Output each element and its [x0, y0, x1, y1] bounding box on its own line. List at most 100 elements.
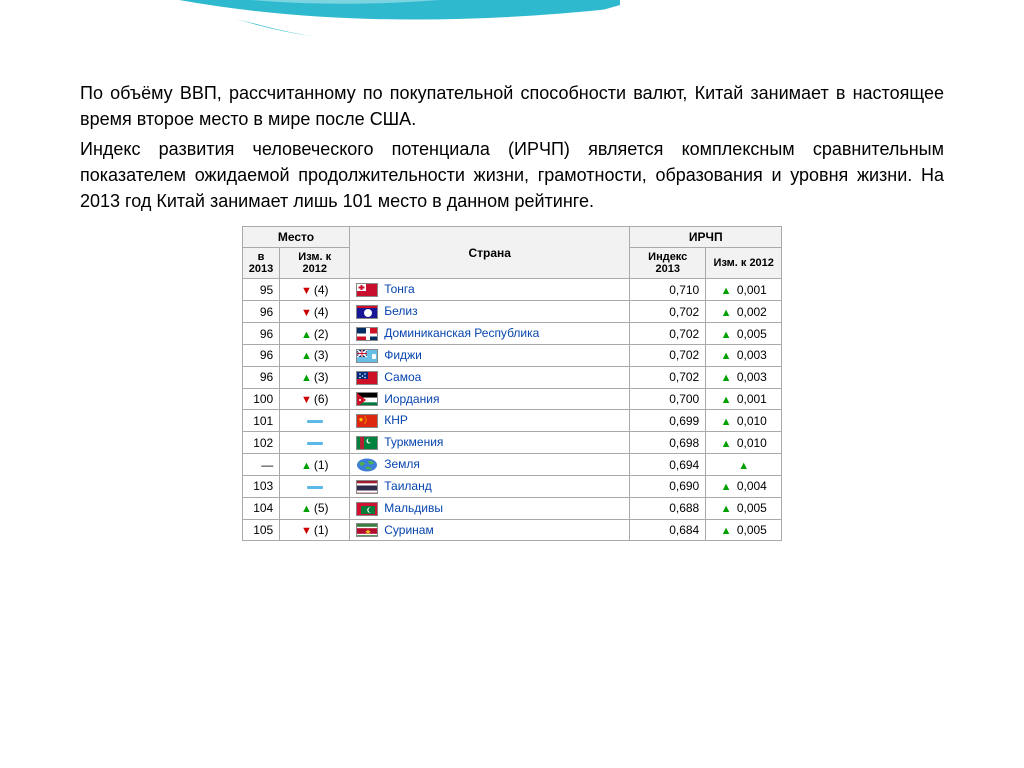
flag-icon [356, 349, 378, 363]
cell-country: Суринам [350, 519, 630, 541]
cell-index-change: ▲ 0,001 [706, 279, 782, 301]
cell-rank: 96 [242, 323, 279, 345]
cell-rank: 101 [242, 410, 279, 432]
arrow-up-icon: ▲ [721, 372, 732, 384]
col-group-place: Место [242, 227, 349, 248]
table-row: 100▼(6)Иордания0,700▲ 0,001 [242, 388, 781, 410]
arrow-up-icon: ▲ [301, 460, 312, 472]
cell-rank: 102 [242, 432, 279, 454]
arrow-up-icon: ▲ [721, 350, 732, 362]
cell-index-change: ▲ [706, 454, 782, 476]
cell-index: 0,698 [630, 432, 706, 454]
cell-country: Туркмения [350, 432, 630, 454]
cell-index: 0,702 [630, 366, 706, 388]
table-row: 105▼(1)Суринам0,684▲ 0,005 [242, 519, 781, 541]
table-row: 102 Туркмения 0,698▲ 0,010 [242, 432, 781, 454]
cell-index: 0,702 [630, 301, 706, 323]
country-link[interactable]: Фиджи [384, 348, 422, 362]
table-row: 103Таиланд0,690▲ 0,004 [242, 475, 781, 497]
cell-index-change: ▲ 0,002 [706, 301, 782, 323]
col-index: Индекс 2013 [630, 248, 706, 279]
country-link[interactable]: Самоа [384, 370, 421, 384]
paragraph-hdi: Индекс развития человеческого потенциала… [80, 136, 944, 214]
cell-rank: 100 [242, 388, 279, 410]
cell-rank-change: ▲(3) [280, 344, 350, 366]
col-rank: в 2013 [242, 248, 279, 279]
cell-rank-change [280, 432, 350, 454]
table-row: —▲(1)Земля0,694▲ [242, 454, 781, 476]
cell-rank-change: ▲(3) [280, 366, 350, 388]
col-country: Страна [350, 227, 630, 279]
arrow-up-icon: ▲ [721, 285, 732, 297]
table-row: 101КНР0,699▲ 0,010 [242, 410, 781, 432]
flag-icon [356, 371, 378, 385]
country-link[interactable]: Таиланд [384, 479, 431, 493]
arrow-down-icon: ▼ [301, 307, 312, 319]
table-row: 96▲(3)Фиджи0,702▲ 0,003 [242, 344, 781, 366]
cell-rank-change: ▲(2) [280, 323, 350, 345]
arrow-up-icon: ▲ [721, 438, 732, 450]
arrow-up-icon: ▲ [301, 372, 312, 384]
cell-rank-change: ▲(5) [280, 497, 350, 519]
cell-country: КНР [350, 410, 630, 432]
cell-rank: 96 [242, 301, 279, 323]
country-link[interactable]: Тонга [384, 282, 414, 296]
flag-icon [356, 283, 378, 297]
cell-rank: — [242, 454, 279, 476]
country-link[interactable]: Земля [384, 457, 420, 471]
cell-index-change: ▲ 0,005 [706, 519, 782, 541]
arrow-up-icon: ▲ [721, 307, 732, 319]
country-link[interactable]: Иордания [384, 392, 439, 406]
cell-index-change: ▲ 0,005 [706, 323, 782, 345]
country-link[interactable]: Доминиканская Республика [384, 326, 539, 340]
cell-country: Земля [350, 454, 630, 476]
col-group-hdi: ИРЧП [630, 227, 782, 248]
flag-icon [356, 480, 378, 494]
table-row: 95▼(4) Тонга 0,710▲ 0,001 [242, 279, 781, 301]
cell-rank-change: ▼(4) [280, 279, 350, 301]
col-rank-change: Изм. к 2012 [280, 248, 350, 279]
country-link[interactable]: Суринам [384, 523, 433, 537]
cell-country: Тонга [350, 279, 630, 301]
hdi-table: Место Страна ИРЧП в 2013 Изм. к 2012 Инд… [242, 226, 782, 541]
col-index-change: Изм. к 2012 [706, 248, 782, 279]
flag-icon [356, 392, 378, 406]
arrow-up-icon: ▲ [721, 525, 732, 537]
arrow-up-icon: ▲ [721, 329, 732, 341]
flag-icon [356, 523, 378, 537]
flag-icon [356, 414, 378, 428]
cell-country: Самоа [350, 366, 630, 388]
arrow-up-icon: ▲ [721, 503, 732, 515]
country-link[interactable]: Мальдивы [384, 501, 443, 515]
cell-country: Фиджи [350, 344, 630, 366]
table-row: 96▼(4)Белиз0,702▲ 0,002 [242, 301, 781, 323]
cell-rank: 95 [242, 279, 279, 301]
country-link[interactable]: Белиз [384, 304, 417, 318]
arrow-up-icon: ▲ [721, 416, 732, 428]
table-row: 96▲(3)Самоа0,702▲ 0,003 [242, 366, 781, 388]
arrow-up-icon: ▲ [721, 394, 732, 406]
table-row: 104▲(5)Мальдивы0,688▲ 0,005 [242, 497, 781, 519]
cell-index-change: ▲ 0,010 [706, 410, 782, 432]
cell-index-change: ▲ 0,010 [706, 432, 782, 454]
cell-index-change: ▲ 0,005 [706, 497, 782, 519]
cell-index: 0,702 [630, 344, 706, 366]
cell-country: Иордания [350, 388, 630, 410]
cell-country: Доминиканская Республика [350, 323, 630, 345]
country-link[interactable]: Туркмения [384, 435, 443, 449]
cell-country: Таиланд [350, 475, 630, 497]
cell-rank: 105 [242, 519, 279, 541]
cell-index: 0,700 [630, 388, 706, 410]
cell-rank-change: ▼(6) [280, 388, 350, 410]
cell-country: Белиз [350, 301, 630, 323]
cell-rank: 96 [242, 366, 279, 388]
cell-index: 0,684 [630, 519, 706, 541]
country-link[interactable]: КНР [384, 413, 408, 427]
flag-icon [356, 502, 378, 516]
cell-rank-change [280, 410, 350, 432]
cell-rank: 104 [242, 497, 279, 519]
arrow-up-icon: ▲ [301, 503, 312, 515]
dash-icon [307, 486, 323, 489]
paragraph-gdp: По объёму ВВП, рассчитанному по покупате… [80, 80, 944, 132]
cell-index: 0,710 [630, 279, 706, 301]
